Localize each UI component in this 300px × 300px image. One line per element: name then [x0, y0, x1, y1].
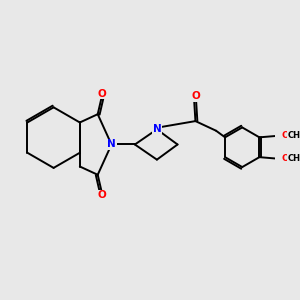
Text: O: O [191, 91, 200, 101]
Text: N: N [107, 140, 116, 149]
Text: N: N [152, 124, 161, 134]
Text: O: O [282, 154, 290, 163]
Text: O: O [282, 131, 290, 140]
Text: CH₃: CH₃ [287, 131, 300, 140]
Text: CH₃: CH₃ [287, 154, 300, 163]
Text: O: O [98, 190, 106, 200]
Text: O: O [98, 88, 106, 99]
